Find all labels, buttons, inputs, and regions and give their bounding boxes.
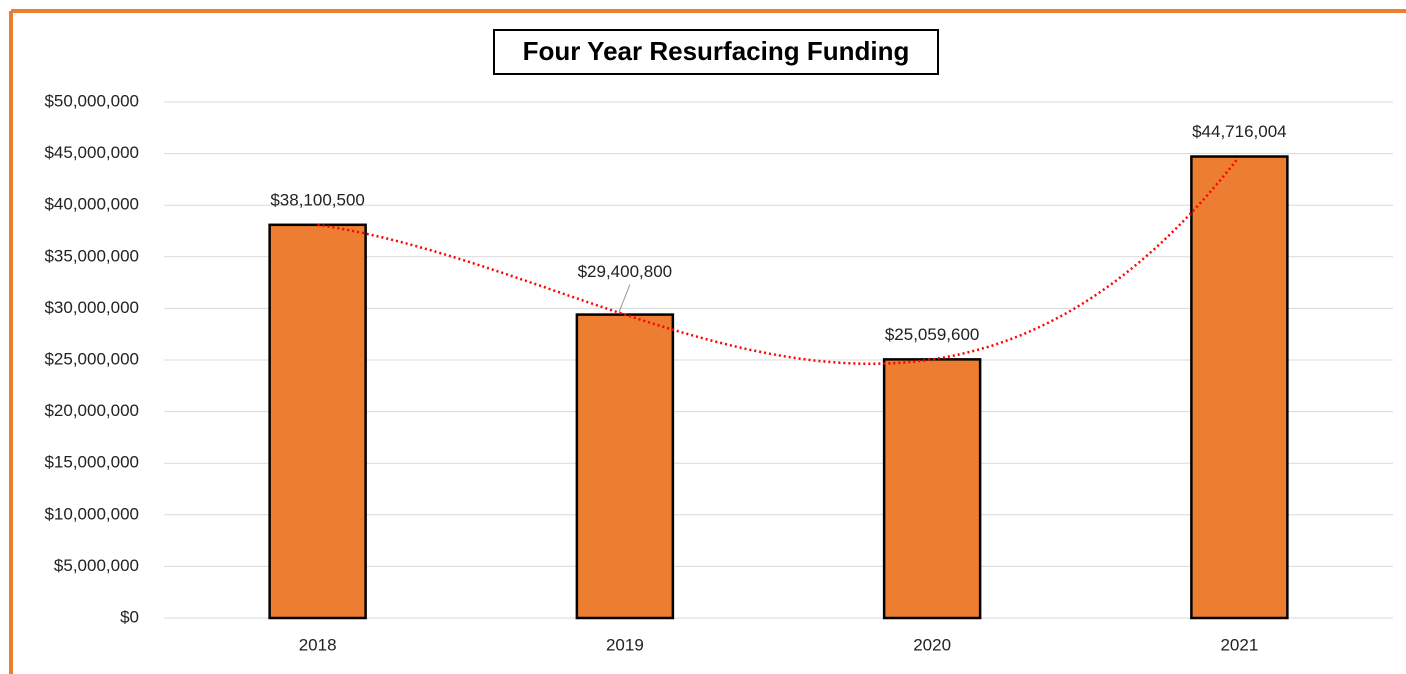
data-label: $29,400,800 xyxy=(578,262,673,281)
bar xyxy=(268,223,367,620)
y-tick-label: $35,000,000 xyxy=(44,246,139,265)
y-tick-label: $25,000,000 xyxy=(44,349,139,368)
x-tick-label: 2021 xyxy=(1220,635,1258,654)
x-tick-label: 2020 xyxy=(913,635,951,654)
y-tick-label: $10,000,000 xyxy=(44,504,139,523)
data-label: $25,059,600 xyxy=(885,325,980,344)
y-tick-label: $50,000,000 xyxy=(44,91,139,110)
leader-line xyxy=(618,284,631,313)
bar xyxy=(575,313,675,620)
chart-title: Four Year Resurfacing Funding xyxy=(523,36,910,66)
y-tick-label: $0 xyxy=(120,607,139,626)
y-tick-label: $45,000,000 xyxy=(44,143,139,162)
y-tick-label: $5,000,000 xyxy=(54,556,139,575)
data-label: $38,100,500 xyxy=(270,190,365,209)
y-tick-label: $30,000,000 xyxy=(44,298,139,317)
x-tick-label: 2018 xyxy=(299,635,337,654)
data-label: $44,716,004 xyxy=(1192,122,1287,141)
y-tick-label: $20,000,000 xyxy=(44,401,139,420)
y-tick-label: $15,000,000 xyxy=(44,453,139,472)
bar xyxy=(1190,155,1289,620)
x-tick-label: 2019 xyxy=(606,635,644,654)
title-box xyxy=(493,29,939,75)
bar xyxy=(882,358,982,620)
y-tick-label: $40,000,000 xyxy=(44,195,139,214)
